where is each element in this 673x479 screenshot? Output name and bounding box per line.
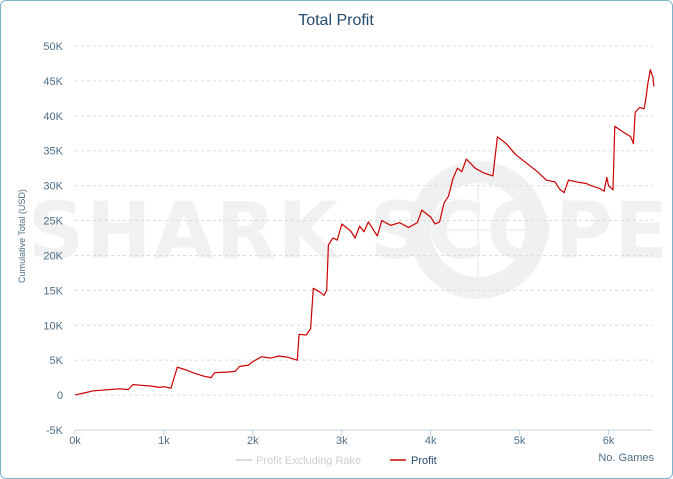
legend-label-profit: Profit: [411, 455, 437, 467]
grid: [75, 45, 653, 396]
y-axis-label: Cumulative Total (USD): [17, 189, 27, 283]
legend-label-profit-excluding-rake: Profit Excluding Rake: [256, 455, 361, 467]
y-tick-label: 30K: [43, 181, 63, 193]
y-tick-label: 40K: [43, 111, 63, 123]
chart-title: Total Profit: [298, 12, 374, 29]
y-tick-label: 35K: [43, 146, 63, 158]
y-tick-label: 10K: [43, 320, 63, 332]
y-tick-label: 50K: [43, 41, 63, 53]
watermark-text: SHARK SCOPE: [28, 187, 670, 277]
y-tick-label: 45K: [43, 76, 63, 88]
x-axis-ticks: 0k 1k 2k 3k 4k 5k 6k: [69, 430, 615, 447]
y-tick-label: 0: [57, 390, 63, 402]
y-tick-label: -5K: [46, 425, 64, 437]
x-tick-label: 4k: [425, 435, 437, 447]
x-tick-label: 0k: [69, 435, 81, 447]
x-tick-label: 2k: [247, 435, 259, 447]
x-tick-label: 5k: [514, 435, 526, 447]
plot-area: [74, 69, 655, 396]
x-tick-label: 1k: [158, 435, 170, 447]
y-tick-label: 5K: [50, 355, 64, 367]
watermark: SHARK SCOPE: [28, 161, 670, 299]
y-axis-ticks: -5K 0 5K 10K 15K 20K 25K 30K 35K 40K 45K 50K: [43, 41, 63, 437]
y-tick-label: 20K: [43, 250, 63, 262]
y-tick-label: 15K: [43, 285, 63, 297]
x-tick-label: 3k: [336, 435, 348, 447]
legend-item-profit[interactable]: Profit: [390, 455, 437, 467]
y-tick-label: 25K: [43, 216, 63, 228]
x-tick-label: 6k: [603, 435, 615, 447]
watermark-scope-icon: [409, 161, 547, 299]
series-line-profit: [74, 69, 655, 396]
legend-item-profit-excluding-rake[interactable]: Profit Excluding Rake: [236, 455, 361, 467]
legend[interactable]: Profit Excluding Rake Profit: [236, 455, 437, 467]
x-axis-label: No. Games: [598, 452, 654, 464]
